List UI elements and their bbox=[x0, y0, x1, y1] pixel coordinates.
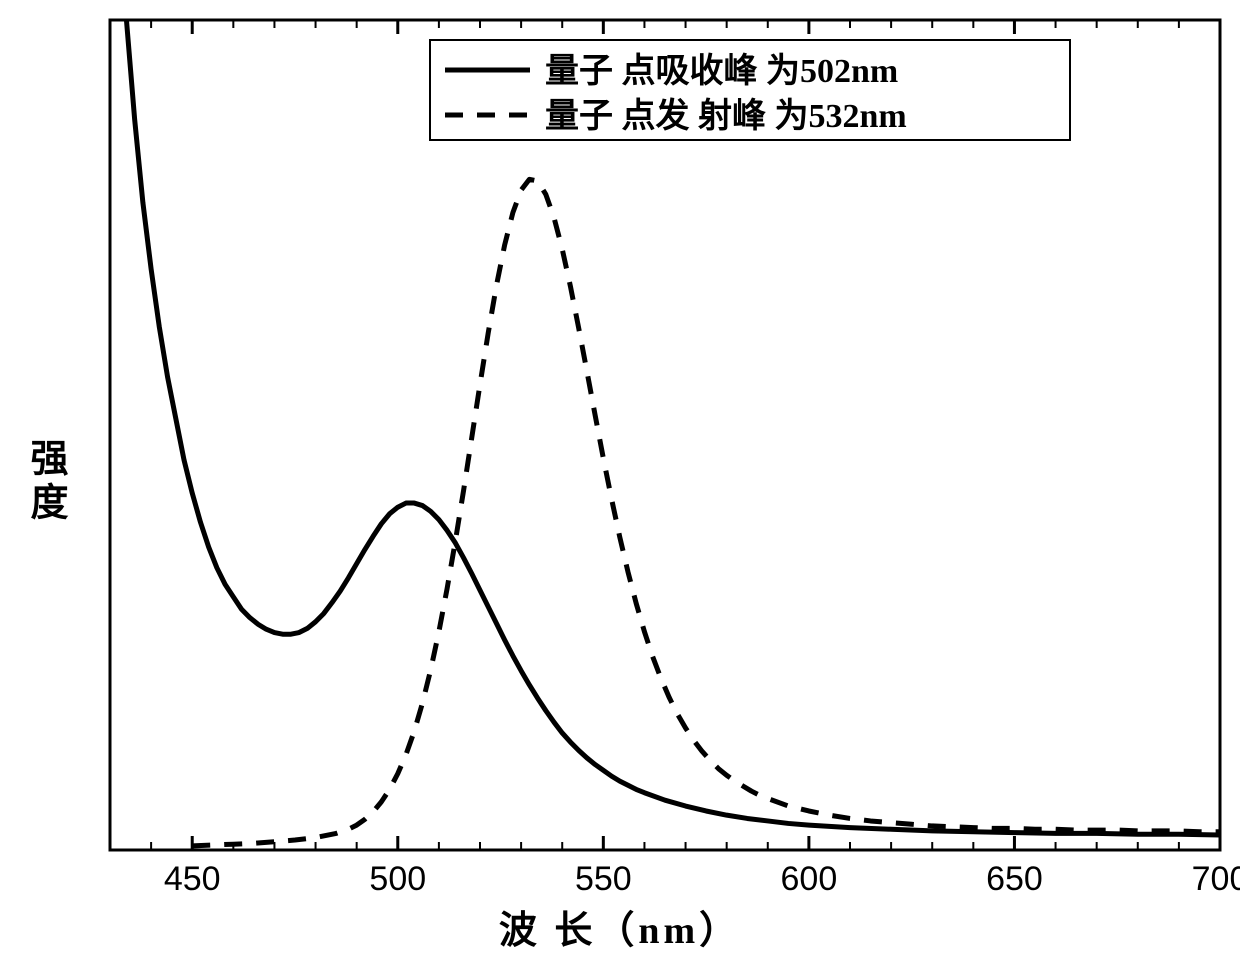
chart-svg: 450 500 550 600 650 700 量子 点吸收峰 为502nm 量子 点发 射峰… bbox=[0, 0, 1240, 964]
svg-text:600: 600 bbox=[781, 860, 838, 898]
svg-text:450: 450 bbox=[164, 860, 221, 898]
y-axis-label: 强度 bbox=[18, 438, 73, 526]
svg-text:650: 650 bbox=[986, 860, 1043, 898]
svg-text:量子 点发 射峰 为532nm: 量子 点发 射峰 为532nm bbox=[545, 97, 907, 135]
svg-text:550: 550 bbox=[575, 860, 632, 898]
svg-text:量子 点吸收峰 为502nm: 量子 点吸收峰 为502nm bbox=[545, 52, 898, 90]
svg-text:700: 700 bbox=[1192, 860, 1240, 898]
svg-text:500: 500 bbox=[369, 860, 426, 898]
x-axis-label: 波 长（nm） bbox=[499, 899, 741, 954]
spectrum-chart: 450 500 550 600 650 700 量子 点吸收峰 为502nm 量子 点发 射峰… bbox=[0, 0, 1240, 964]
